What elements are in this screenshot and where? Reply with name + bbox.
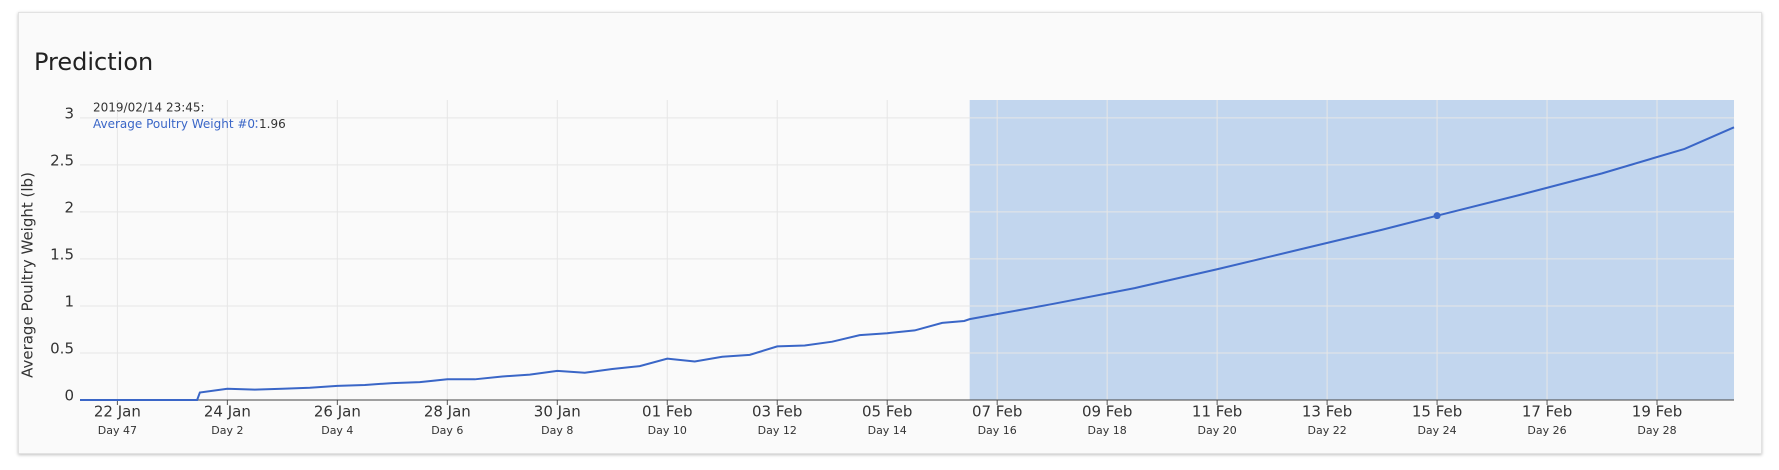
y-axis-label: Average Poultry Weight (lb)	[19, 172, 37, 378]
x-tick-label: 11 Feb	[1192, 403, 1242, 421]
x-tick-label: 19 Feb	[1632, 403, 1682, 421]
x-tick-label: 24 Jan	[204, 403, 251, 421]
x-tick-sublabel: Day 22	[1307, 424, 1346, 437]
x-tick-label: 22 Jan	[94, 403, 141, 421]
x-tick-sublabel: Day 20	[1198, 424, 1237, 437]
y-tick-label: 1	[64, 292, 74, 310]
tooltip-value: 1.96	[259, 117, 286, 131]
tooltip-sep-dot	[255, 126, 258, 128]
x-tick-label: 28 Jan	[424, 403, 471, 421]
forecast-region	[969, 100, 1734, 400]
x-tick-sublabel: Day 24	[1417, 424, 1456, 437]
line	[80, 126, 1735, 401]
x-tick-label: 30 Jan	[534, 403, 581, 421]
x-tick-label: 05 Feb	[862, 403, 912, 421]
x-tick-sublabel: Day 4	[321, 424, 353, 437]
x-tick-sublabel: Day 14	[868, 424, 907, 437]
tooltip-entry: Average Poultry Weight #0 1.96	[93, 117, 286, 131]
chart-title: Prediction	[34, 48, 154, 76]
x-tick-sublabel: Day 28	[1637, 424, 1676, 437]
x-tick-sublabel: Day 2	[211, 424, 243, 437]
x-tick-sublabel: Day 12	[758, 424, 797, 437]
x-tick-sublabel: Day 8	[541, 424, 573, 437]
x-tick-label: 01 Feb	[642, 403, 692, 421]
y-tick-label: 3	[64, 104, 74, 122]
y-tick-label: 0.5	[50, 339, 74, 357]
y-tick-label: 2	[64, 198, 74, 216]
x-tick-label: 03 Feb	[752, 403, 802, 421]
x-tick-sublabel: Day 6	[431, 424, 463, 437]
x-tick-label: 15 Feb	[1412, 403, 1462, 421]
hover-point	[1433, 212, 1441, 220]
y-tick-label: 2.5	[50, 151, 74, 169]
x-tick-sublabel: Day 10	[648, 424, 687, 437]
x-tick-sublabel: Day 47	[98, 424, 137, 437]
y-tick-label: 0	[64, 387, 74, 405]
x-tick-sublabel: Day 18	[1088, 424, 1127, 437]
tooltip-sep-dot	[255, 120, 258, 122]
x-tick-label: 26 Jan	[314, 403, 361, 421]
x-tick-label: 07 Feb	[972, 403, 1022, 421]
tooltip-series-name: Average Poultry Weight #0	[93, 117, 255, 131]
y-tick-label: 1.5	[50, 245, 74, 263]
x-tick-label: 13 Feb	[1302, 403, 1352, 421]
x-tick-label: 17 Feb	[1522, 403, 1572, 421]
x-tick-sublabel: Day 16	[978, 424, 1017, 437]
tooltip-time: 2019/02/14 23:45:	[93, 101, 205, 115]
x-tick-sublabel: Day 26	[1527, 424, 1566, 437]
x-tick-label: 09 Feb	[1082, 403, 1132, 421]
